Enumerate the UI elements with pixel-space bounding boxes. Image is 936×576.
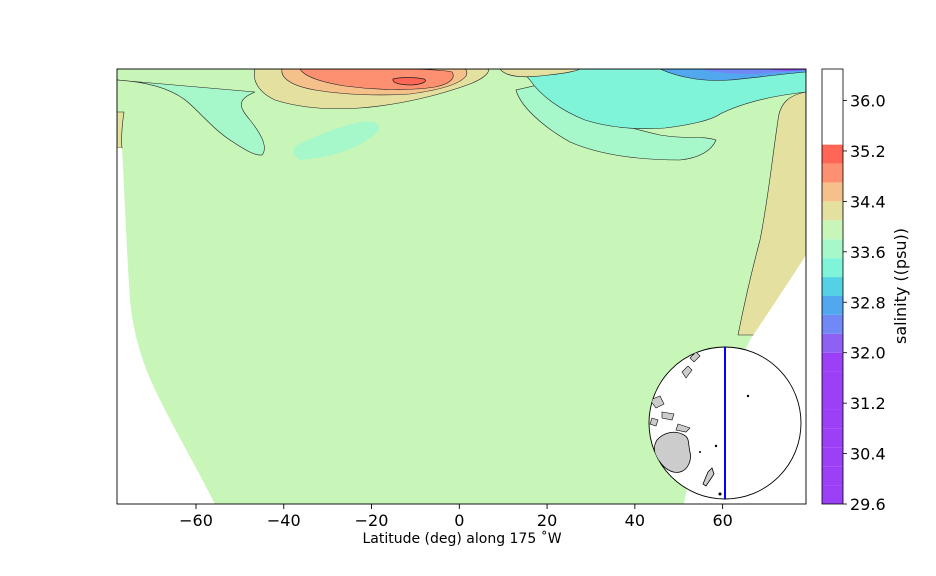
colorbar: 29.6 30.4 31.2 32.0 32.8 33.6 34.4 35.2 36.0 sal…	[821, 68, 910, 514]
salinity-field-34.8-east	[737, 91, 806, 336]
colorbar-band	[822, 144, 843, 164]
x-tick-label: 0	[454, 511, 464, 530]
colorbar-tick-label: 35.2	[850, 142, 886, 161]
x-tick-label: 40	[625, 511, 645, 530]
colorbar-band	[822, 163, 843, 183]
island-dot	[699, 451, 701, 453]
colorbar-band	[822, 371, 843, 391]
colorbar-band	[822, 466, 843, 486]
colorbar-tick-label: 32.0	[850, 344, 886, 363]
colorbar-band	[822, 447, 843, 467]
colorbar-label: salinity ((psu))	[891, 228, 910, 344]
salinity-field-34.0-west	[117, 79, 265, 156]
colorbar-band	[822, 182, 843, 202]
colorbar-band	[822, 258, 843, 278]
salinity-field-34.8-north	[499, 69, 581, 78]
bathymetry-west	[117, 148, 215, 504]
x-tick-label: −40	[267, 511, 301, 530]
island-dot	[718, 492, 722, 496]
salinity-field-36.2	[392, 77, 426, 86]
colorbar-band	[822, 314, 843, 334]
colorbar-band	[822, 333, 843, 353]
x-tick-label: −20	[355, 511, 389, 530]
x-axis: −60 −40 −20 0 20 40 60	[179, 504, 733, 530]
colorbar-tick-label: 34.4	[850, 192, 886, 211]
colorbar-tick-label: 33.6	[850, 243, 886, 262]
x-tick-label: −60	[179, 511, 213, 530]
colorbar-frame	[821, 68, 844, 505]
colorbar-band	[822, 239, 843, 259]
colorbar-tick-label: 32.8	[850, 293, 886, 312]
island-dot	[714, 444, 718, 448]
salinity-field-34.0-mid	[293, 121, 380, 160]
colorbar-band	[822, 428, 843, 448]
x-axis-label: Latitude (deg) along 175 ˚W	[362, 530, 561, 547]
colorbar-band	[822, 277, 843, 296]
salinity-field-33.4	[519, 69, 806, 130]
new-zealand-landmass	[702, 467, 715, 487]
colorbar-band	[822, 220, 843, 240]
colorbar-band	[822, 485, 843, 504]
japan-landmass	[681, 351, 701, 379]
island-dot	[746, 394, 750, 398]
maritime-continent	[649, 395, 691, 433]
salinity-field-34.8-southwest	[117, 111, 125, 149]
colorbar-tick-label: 29.6	[850, 495, 886, 514]
colorbar-tick-label: 36.0	[850, 92, 886, 111]
colorbar-tick-label: 30.4	[850, 445, 886, 464]
colorbar-band	[822, 409, 843, 429]
x-tick-label: 60	[712, 511, 732, 530]
colorbar-tick-label: 31.2	[850, 394, 886, 413]
colorbar-band	[822, 295, 843, 315]
colorbar-band	[822, 352, 843, 372]
colorbar-band	[822, 390, 843, 410]
colorbar-band	[822, 201, 843, 221]
x-tick-label: 20	[537, 511, 557, 530]
plot-frame	[116, 68, 807, 505]
